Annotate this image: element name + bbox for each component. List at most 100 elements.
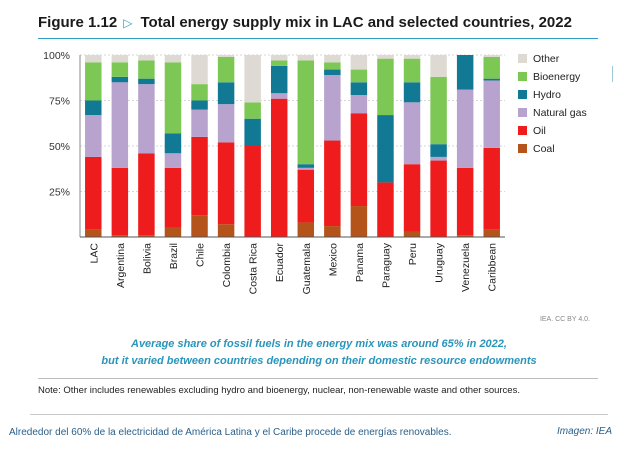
bar-colombia-oil [217, 142, 235, 225]
legend-swatch-oil [518, 126, 527, 135]
bar-bolivia-natural-gas [138, 84, 155, 154]
bar-mexico-bioenergy [324, 62, 341, 70]
bar-caribbean-oil [483, 147, 500, 230]
x-tick-label-brazil: Brazil [168, 243, 180, 269]
bar-brazil-other [164, 55, 182, 63]
bar-brazil-oil [164, 167, 182, 228]
bar-brazil-natural-gas [164, 153, 182, 168]
bar-uruguay-oil [430, 160, 447, 237]
bar-chile-natural-gas [191, 109, 208, 137]
x-tick-label-argentina: Argentina [115, 243, 127, 288]
bar-caribbean-bioenergy [483, 56, 500, 79]
bar-peru-oil [403, 164, 421, 232]
bar-uruguay-other [430, 55, 447, 77]
bar-chile-other [191, 55, 208, 85]
bar-peru-other [403, 55, 421, 59]
legend-swatch-other [518, 54, 527, 63]
bar-guatemala-bioenergy [297, 60, 315, 165]
bar-peru-bioenergy [403, 58, 421, 83]
legend-label-bioenergy: Bioenergy [533, 71, 581, 83]
x-tick-label-colombia: Colombia [221, 243, 233, 288]
bar-panama-other [350, 55, 368, 70]
bar-guatemala-oil [297, 169, 315, 223]
stacked-bar-chart: 25% 50% 75% 100% LAC Argentina Bolivia Brazil Ch… [43, 50, 587, 295]
x-tick-label-bolivia: Bolivia [141, 243, 153, 274]
bar-lac-coal [85, 229, 102, 237]
bar-argentina-natural-gas [111, 82, 129, 168]
bar-panama-oil [350, 113, 368, 207]
legend-swatch-natural-gas [518, 108, 527, 117]
bar-uruguay-bioenergy [430, 76, 447, 145]
bar-panama-coal [350, 206, 368, 237]
bar-venezuela-natural-gas [456, 89, 474, 168]
x-tick-label-panama: Panama [354, 243, 366, 282]
x-tick-label-venezuela: Venezuela [460, 243, 472, 292]
bar-costa-rica-other [244, 55, 261, 103]
x-tick-label-chile: Chile [195, 243, 207, 267]
bar-bolivia-bioenergy [138, 60, 155, 79]
bar-caribbean-coal [483, 229, 500, 237]
bar-mexico-hydro [324, 69, 341, 76]
bar-venezuela-oil [456, 167, 474, 236]
figure-note: Note: Other includes renewables excludin… [38, 385, 520, 396]
bar-paraguay-bioenergy [377, 58, 394, 116]
y-tick-label-25: 25% [49, 187, 70, 199]
bar-paraguay-hydro [377, 115, 394, 183]
legend-label-other: Other [533, 53, 560, 65]
bar-argentina-bioenergy [111, 62, 129, 77]
bar-mexico-oil [324, 140, 341, 227]
bar-colombia-bioenergy [217, 56, 235, 83]
image-caption: Alrededor del 60% de la electricidad de … [9, 427, 452, 438]
bar-caribbean-other [483, 55, 500, 57]
bar-panama-bioenergy [350, 69, 368, 83]
bar-ecuador-hydro [270, 65, 288, 94]
bar-chile-coal [191, 215, 208, 237]
figure-card: Figure 1.12 ▷ Total energy supply mix in L… [30, 8, 608, 415]
bar-mexico-coal [324, 226, 341, 237]
legend-label-natural-gas: Natural gas [533, 107, 587, 119]
bar-uruguay-natural-gas [430, 156, 447, 161]
y-tick-label-50: 50% [49, 141, 70, 153]
bar-argentina-hydro [111, 76, 129, 83]
play-arrow-icon: ▷ [123, 16, 133, 30]
bar-colombia-other [217, 55, 235, 57]
bar-paraguay-other [377, 55, 394, 59]
title-divider [38, 38, 598, 39]
bar-colombia-natural-gas [217, 104, 235, 143]
x-tick-label-caribbean: Caribbean [487, 243, 499, 292]
bar-brazil-hydro [164, 133, 182, 154]
bar-chile-bioenergy [191, 84, 208, 101]
bar-ecuador-natural-gas [270, 93, 288, 99]
bar-ecuador-bioenergy [270, 60, 288, 66]
bar-lac-other [85, 55, 102, 63]
bar-brazil-bioenergy [164, 62, 182, 134]
bar-panama-hydro [350, 82, 368, 96]
bar-costa-rica-oil [244, 146, 261, 237]
bar-argentina-oil [111, 167, 129, 236]
y-tick-label-75: 75% [49, 96, 70, 108]
bar-chile-oil [191, 136, 208, 216]
legend-swatch-coal [518, 144, 527, 153]
bar-bolivia-oil [138, 153, 155, 236]
figure-subtitle: Average share of fossil fuels in the ene… [30, 336, 608, 370]
bar-lac-hydro [85, 100, 102, 116]
bar-peru-hydro [403, 82, 421, 103]
bar-lac-natural-gas [85, 115, 102, 157]
x-tick-label-paraguay: Paraguay [380, 242, 392, 288]
bar-lac-bioenergy [85, 62, 102, 101]
x-tick-label-uruguay: Uruguay [434, 242, 446, 282]
bar-colombia-coal [217, 224, 235, 237]
x-tick-label-lac: LAC [88, 243, 100, 264]
bar-mexico-natural-gas [324, 75, 341, 141]
bar-costa-rica-hydro [244, 118, 261, 146]
bar-uruguay-hydro [430, 144, 447, 157]
bar-panama-natural-gas [350, 95, 368, 114]
bar-guatemala-natural-gas [297, 167, 315, 170]
bar-guatemala-coal [297, 222, 315, 237]
bar-bolivia-hydro [138, 78, 155, 85]
bar-caribbean-natural-gas [483, 80, 500, 148]
x-tick-label-costa-rica: Costa Rica [248, 243, 260, 295]
bar-chile-hydro [191, 100, 208, 110]
bar-argentina-coal [111, 235, 129, 237]
figure-credit: IEA. CC BY 4.0. [539, 316, 590, 323]
